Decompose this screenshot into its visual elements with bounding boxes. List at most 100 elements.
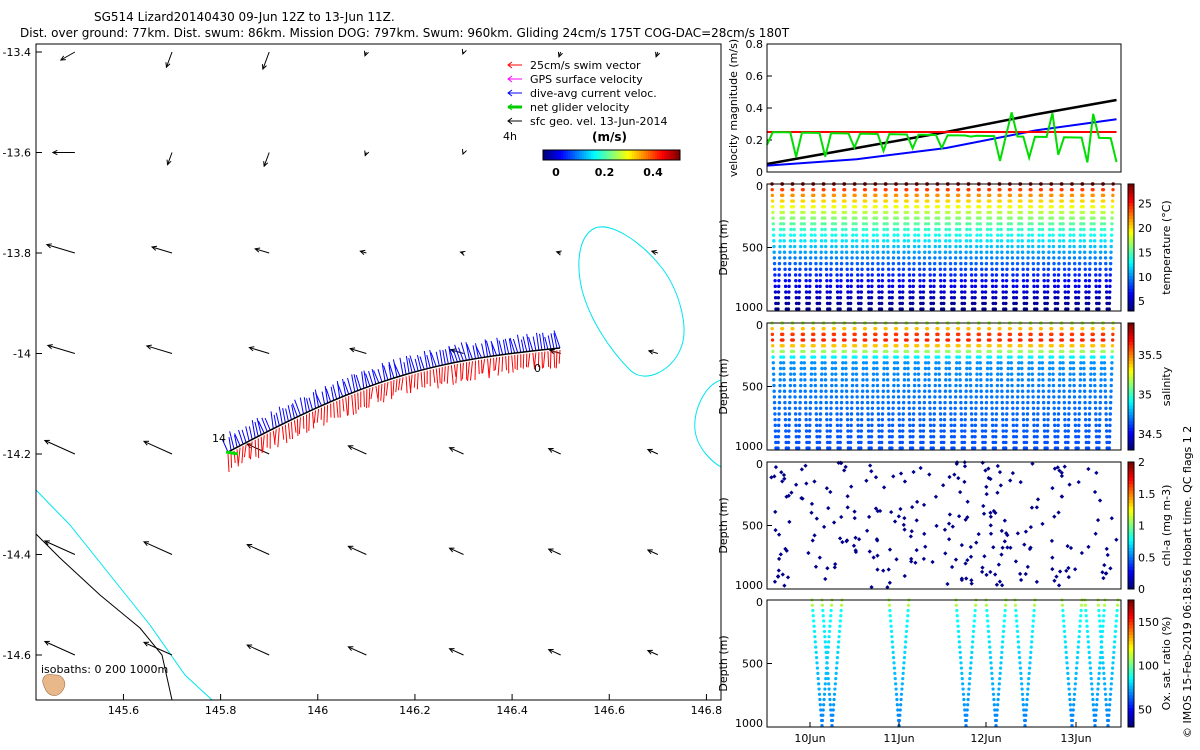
section-point xyxy=(834,239,838,243)
current-vector xyxy=(408,357,413,373)
section-point xyxy=(818,290,822,294)
section-point xyxy=(892,361,897,365)
section-point xyxy=(872,216,876,220)
section-point xyxy=(823,576,828,582)
section-point xyxy=(806,550,811,556)
section-point xyxy=(1026,389,1030,393)
section-point xyxy=(906,233,910,237)
section-point xyxy=(990,423,995,428)
section-point xyxy=(939,429,943,433)
section-point xyxy=(957,338,961,342)
section-point xyxy=(933,400,937,405)
section-point xyxy=(854,349,858,354)
section-point xyxy=(970,290,974,294)
section-point xyxy=(880,278,885,283)
section-point xyxy=(904,629,909,634)
section-point xyxy=(964,239,969,243)
section-point xyxy=(921,423,926,428)
section-point xyxy=(989,239,993,243)
section-point xyxy=(963,417,967,422)
section-point xyxy=(1093,261,1098,266)
section-point xyxy=(853,326,857,331)
section-point xyxy=(926,210,930,215)
section-point xyxy=(840,372,845,376)
section-point xyxy=(901,522,906,527)
section-point xyxy=(907,406,911,410)
section-point xyxy=(1003,614,1007,618)
section-point xyxy=(984,484,989,490)
current-vector xyxy=(351,374,356,392)
section-point xyxy=(1073,290,1078,294)
section-point xyxy=(970,440,975,445)
section-point xyxy=(895,205,899,209)
section-point xyxy=(1011,417,1015,422)
section-colorbar-cell xyxy=(1128,326,1134,330)
track-start-label: 0 xyxy=(534,362,541,375)
section-point xyxy=(840,250,844,254)
current-vector xyxy=(377,369,383,383)
section-point xyxy=(903,645,907,649)
section-point xyxy=(864,349,868,354)
section-point xyxy=(890,446,894,450)
isobath-0m xyxy=(36,489,213,700)
section-point xyxy=(1082,372,1086,376)
section-point xyxy=(797,446,801,450)
section-point xyxy=(818,423,822,428)
section-point xyxy=(812,624,816,628)
section-point xyxy=(967,205,972,209)
section-point xyxy=(896,378,900,382)
section-point xyxy=(1011,435,1016,439)
section-point xyxy=(860,412,864,416)
section-point xyxy=(933,239,938,243)
section-point xyxy=(838,301,842,306)
geostrophic-arrow xyxy=(246,544,270,555)
section-point xyxy=(919,440,923,445)
section-point xyxy=(1078,250,1082,254)
section-point xyxy=(1032,417,1036,422)
section-point xyxy=(881,406,885,410)
section-point xyxy=(903,366,907,371)
geostrophic-arrowhead xyxy=(459,250,466,256)
section-point xyxy=(771,227,776,232)
section-point xyxy=(886,406,891,410)
section-point xyxy=(784,296,788,300)
section-point xyxy=(773,429,778,433)
section-point xyxy=(901,666,906,670)
section-point xyxy=(799,239,803,243)
section-point xyxy=(1036,250,1041,254)
section-point xyxy=(1030,227,1034,232)
section-point xyxy=(1053,301,1057,306)
section-point xyxy=(1082,366,1086,371)
section-point xyxy=(864,216,868,220)
section-point xyxy=(835,661,839,665)
section-point xyxy=(1006,378,1010,382)
section-point xyxy=(1026,682,1030,686)
geostrophic-arrow xyxy=(151,246,173,254)
section-point xyxy=(926,205,930,209)
section-point xyxy=(787,278,791,283)
section-point xyxy=(802,355,806,359)
section-point xyxy=(882,361,886,365)
section-point xyxy=(1011,267,1015,271)
section-point xyxy=(983,446,987,450)
section-point xyxy=(777,256,782,260)
current-vector xyxy=(536,332,540,351)
section-point xyxy=(1043,440,1047,445)
section-point xyxy=(1005,400,1009,405)
swim-vector xyxy=(293,420,297,433)
section-point xyxy=(800,496,805,501)
geostrophic-arrow xyxy=(348,445,367,455)
depth-tick-label: 1000 xyxy=(735,579,763,592)
section-point xyxy=(960,676,964,681)
section-point xyxy=(1050,355,1055,359)
current-vector xyxy=(282,408,286,423)
section-point xyxy=(866,429,871,433)
section-point xyxy=(886,244,890,249)
section-point xyxy=(891,267,895,271)
section-point xyxy=(980,460,985,465)
current-vector xyxy=(426,354,431,369)
section-point xyxy=(1093,400,1098,405)
section-point xyxy=(851,543,857,548)
section-point xyxy=(1092,216,1096,220)
section-colorbar-tick: 150 xyxy=(1138,616,1159,629)
